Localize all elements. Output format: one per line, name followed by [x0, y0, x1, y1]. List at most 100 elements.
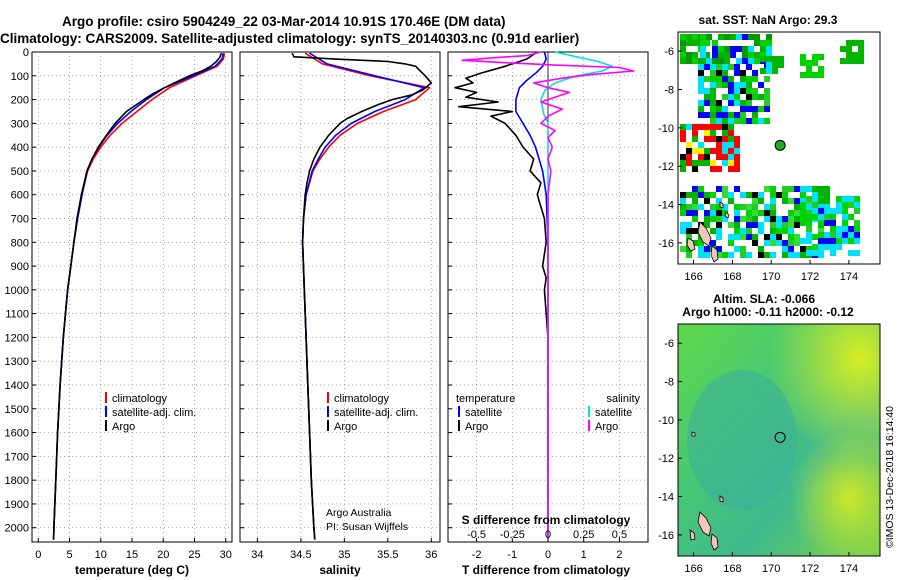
sst-pixel [722, 216, 728, 222]
sst-pixel [758, 192, 764, 198]
sst-pixel [740, 234, 746, 240]
sst-pixel [766, 62, 772, 68]
sst-pixel [728, 76, 734, 82]
sst-pixel [686, 58, 692, 64]
sst-pixel [812, 202, 818, 208]
sst-pixel [752, 204, 758, 210]
sst-pixel [764, 210, 770, 216]
sst-pixel [854, 196, 860, 202]
sst-pixel [824, 208, 830, 214]
sst-pixel [794, 198, 800, 204]
sst-pixel [704, 52, 710, 58]
sst-pixel [770, 228, 776, 234]
sst-pixel [806, 204, 812, 210]
sst-pixel [724, 34, 730, 40]
sst-pixel [680, 34, 686, 40]
sst-pixel [722, 124, 728, 130]
legend-temp-argo-label: Argo [465, 421, 488, 433]
sst-pixel [818, 228, 824, 234]
difference-top-xlabel: S difference from climatology [462, 513, 631, 527]
sst-pixel [788, 186, 794, 192]
sst-pixel [758, 210, 764, 216]
sst-pixel [754, 58, 760, 64]
sst-pixel [818, 198, 824, 204]
sst-pixel [764, 94, 770, 100]
sst-pixel [680, 40, 686, 46]
sst-pixel [770, 240, 776, 246]
sst-pixel [842, 238, 848, 244]
sst-pixel [746, 76, 752, 82]
series-line-salinity-satellite [540, 51, 614, 540]
x-tick-label: 2 [616, 549, 622, 561]
sst-pixel [764, 100, 770, 106]
sst-pixel [782, 192, 788, 198]
sst-pixel [740, 82, 746, 88]
sst-pixel [788, 210, 794, 216]
sst-pixel [716, 166, 722, 172]
sst-pixel [710, 130, 716, 136]
sst-pixel [710, 70, 716, 76]
sst-pixel [686, 246, 692, 252]
legend-temperature-title: temperature [456, 393, 515, 405]
sst-pixel [758, 82, 764, 88]
sst-pixel [728, 142, 734, 148]
sst-pixel [842, 232, 848, 238]
map-y-tick-label: -16 [658, 530, 674, 542]
sst-pixel [734, 154, 740, 160]
sst-pixel [698, 160, 704, 166]
sst-pixel [818, 72, 824, 78]
sst-pixel [836, 232, 842, 238]
x-tick-label: 35.5 [377, 549, 398, 561]
sst-pixel [800, 246, 806, 252]
sst-pixel [728, 88, 734, 94]
sst-pixel [680, 228, 686, 234]
sst-pixel [782, 240, 788, 246]
sst-pixel [710, 88, 716, 94]
sst-pixel [842, 220, 848, 226]
sst-pixel [770, 216, 776, 222]
sst-pixel [704, 216, 710, 222]
sst-pixel [736, 34, 742, 40]
sst-pixel [854, 220, 860, 226]
sst-pixel [746, 64, 752, 70]
sst-pixel [800, 60, 806, 66]
sst-pixel [712, 58, 718, 64]
sst-pixel [728, 94, 734, 100]
sst-map-ticks: 166 168 170 172 174 -6 -8 -10 -12 -14 -16 [658, 46, 858, 283]
sst-pixel [728, 148, 734, 154]
map-y-tick-label: -10 [658, 123, 674, 135]
y-tick-label: 1800 [5, 475, 29, 487]
sst-pixel [818, 238, 824, 244]
sst-pixel [806, 246, 812, 252]
sst-pixel [752, 222, 758, 228]
sst-pixel [716, 118, 722, 124]
sst-pixel [758, 94, 764, 100]
sst-pixel [692, 240, 698, 246]
sst-pixel [752, 106, 758, 112]
sst-pixel [740, 100, 746, 106]
sst-pixel [752, 216, 758, 222]
sst-pixel [710, 148, 716, 154]
sst-pixel [734, 222, 740, 228]
sst-pixel [734, 210, 740, 216]
sst-pixel [824, 232, 830, 238]
sst-pixel [800, 238, 806, 244]
sst-pixel [680, 52, 686, 58]
sst-pixel [698, 112, 704, 118]
sst-pixel [722, 64, 728, 70]
sst-pixel [846, 52, 852, 58]
sst-pixel [770, 204, 776, 210]
sst-pixel [716, 124, 722, 130]
sst-pixel [716, 198, 722, 204]
sst-pixel [788, 228, 794, 234]
sst-pixel [806, 220, 812, 226]
sst-pixel [692, 40, 698, 46]
sst-pixel [740, 192, 746, 198]
sst-pixel [734, 100, 740, 106]
x-tick-label: 20 [157, 549, 169, 561]
x-tick-label: 35 [338, 549, 350, 561]
sst-pixel [734, 228, 740, 234]
sst-pixel [776, 228, 782, 234]
sst-pixel [748, 58, 754, 64]
sst-float-marker [774, 139, 786, 151]
